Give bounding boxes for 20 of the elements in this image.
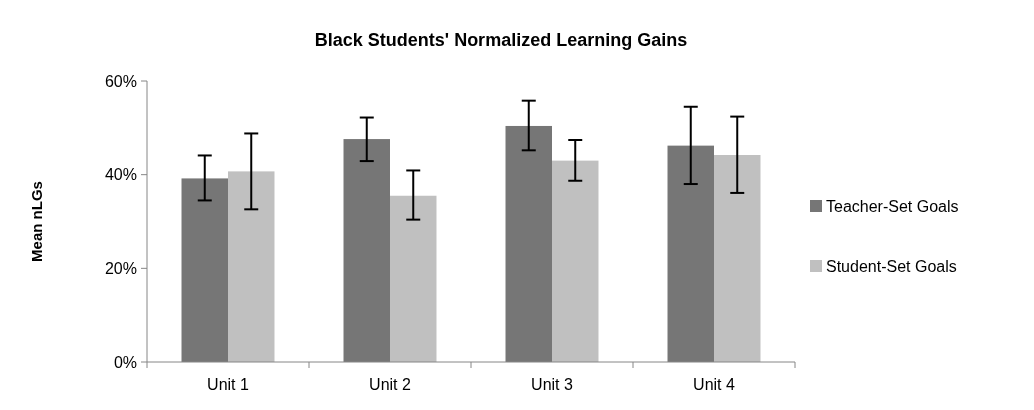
x-tick-label: Unit 4	[693, 376, 735, 393]
bar	[667, 145, 714, 362]
chart-title: Black Students' Normalized Learning Gains	[314, 30, 688, 50]
bar	[552, 160, 599, 362]
bar	[714, 155, 761, 362]
legend-label: Student-Set Goals	[826, 257, 957, 275]
y-tick-label: 60%	[104, 72, 137, 90]
legend-label: Teacher-Set Goals	[826, 197, 959, 215]
y-tick-label: 40%	[104, 166, 137, 184]
y-axis-title: Mean nLGs	[28, 181, 45, 262]
bar	[343, 139, 390, 362]
bar	[181, 178, 228, 362]
bar	[228, 171, 275, 362]
y-tick-label: 20%	[104, 259, 137, 277]
bar	[390, 195, 437, 362]
x-tick-label: Unit 2	[369, 376, 411, 393]
y-tick-label: 0%	[113, 353, 137, 371]
x-tick-label: Unit 1	[207, 376, 249, 393]
x-tick-label: Unit 3	[531, 376, 573, 393]
bar	[505, 125, 552, 362]
